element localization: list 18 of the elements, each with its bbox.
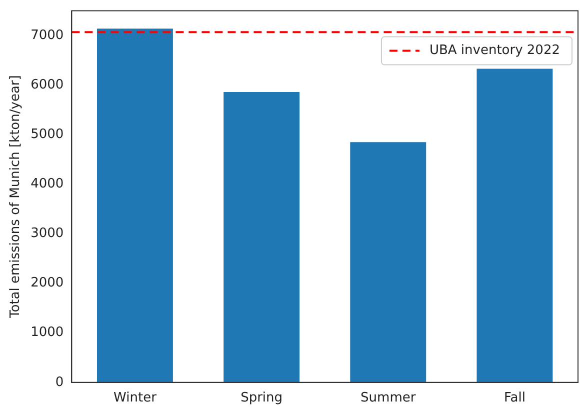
bar	[350, 142, 426, 382]
y-tick-label: 5000	[30, 127, 64, 142]
y-tick-label: 4000	[30, 176, 64, 192]
bar	[97, 28, 173, 382]
y-tick-label: 3000	[30, 226, 64, 242]
y-tick-label: 7000	[30, 28, 64, 43]
y-tick-label: 2000	[30, 276, 64, 291]
y-tick-label: 6000	[30, 77, 64, 92]
legend-label: UBA inventory 2022	[429, 43, 560, 58]
y-axis-title: Total emissions of Munich [kton/year]	[8, 75, 24, 320]
y-tick-label: 1000	[30, 325, 64, 340]
y-tick-label: 0	[55, 374, 64, 390]
bar	[224, 92, 300, 382]
bar	[476, 68, 553, 382]
x-tick-label: Winter	[114, 390, 158, 406]
x-tick-label: Spring	[240, 390, 283, 406]
x-tick-label: Fall	[504, 390, 526, 406]
x-tick-label: Summer	[360, 390, 416, 406]
